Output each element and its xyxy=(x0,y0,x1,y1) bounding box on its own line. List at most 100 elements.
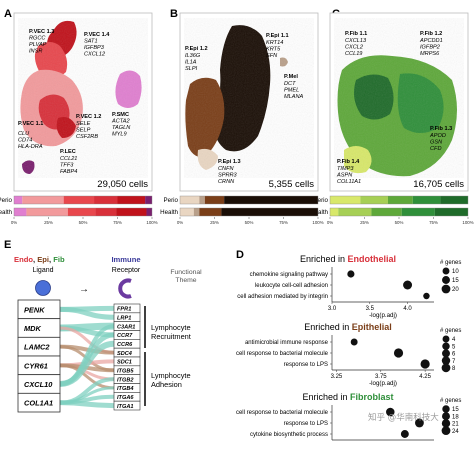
bar-seg-a-health-1 xyxy=(26,208,68,216)
bar-label-perio-a: Perio xyxy=(0,197,13,204)
label-fib14: P.Fib 1.4 xyxy=(337,159,360,165)
term-1-2: response to LPS xyxy=(284,362,328,368)
gene-smc-2: TAGLN xyxy=(112,125,131,131)
theme-adhesion-line1: Lymphocyte xyxy=(151,371,191,380)
subplot-title-0: Enriched in Endothelial xyxy=(300,254,396,264)
gene-fib12-2: IGFBP2 xyxy=(420,45,441,51)
dot-2-0 xyxy=(386,407,395,417)
legend-label-2-0: 15 xyxy=(452,407,459,413)
receptor-sdc1: SDC1 xyxy=(117,360,132,366)
legend-label-0-0: 10 xyxy=(452,269,459,275)
gene-fib14-1: TIMP3 xyxy=(337,166,354,172)
legend-dot-2-2 xyxy=(441,419,451,428)
receptor-itga6: ITGA6 xyxy=(117,395,134,401)
gene-fib13-2: GSN xyxy=(430,140,443,146)
gene-vec12-1: SELE xyxy=(76,121,91,127)
ligand-penk: PENK xyxy=(24,305,45,314)
ligand-source-header: Endo, Epi, Fib xyxy=(14,255,65,264)
gene-epi13-1: CNFN xyxy=(218,166,234,172)
gene-vec11-3: HLA-DRA xyxy=(18,144,43,150)
dot-1-0 xyxy=(350,338,358,346)
ligand-label: Ligand xyxy=(32,267,53,274)
bar-label-health-b: Health xyxy=(160,209,178,216)
subplot-title-cell-1: Epithelial xyxy=(352,322,392,332)
bar-outline-b-perio xyxy=(179,195,319,205)
bar-ticklabel-a-4: 100% xyxy=(146,220,157,225)
term-0-0: chemokine signaling pathway xyxy=(250,272,328,278)
bar-ticklabel-a-3: 75% xyxy=(113,220,122,225)
bar-seg-a-health-3 xyxy=(95,208,117,216)
dot-1-1 xyxy=(393,348,404,358)
gene-vec14-3: CXCL12 xyxy=(84,52,106,58)
receptor-itgb4: ITGB4 xyxy=(117,386,134,392)
cell-count-a: 29,050 cells xyxy=(97,179,148,190)
theme-recruitment-line2: Recruitment xyxy=(151,332,191,341)
panel-e: E Endo, Epi, Fib Ligand → Immune Recepto… xyxy=(4,239,202,413)
gene-smc-3: MYL9 xyxy=(112,132,127,138)
label-mel: P.Mel xyxy=(284,74,298,80)
subplot-title-cell-2: Fibroblast xyxy=(350,392,394,402)
term-1-0: antimicrobial immune response xyxy=(245,340,329,346)
label-fib13: P.Fib 1.3 xyxy=(430,126,452,132)
bar-seg-b-perio-2 xyxy=(204,196,225,204)
functional-theme-line2: Theme xyxy=(175,277,196,284)
gene-epi11-3: SFN xyxy=(266,53,278,59)
bar-ticklabel-a-2: 50% xyxy=(79,220,88,225)
gene-vec11-2: CD74 xyxy=(18,138,32,144)
gene-vec14-1: SAT1 xyxy=(84,39,98,45)
ligand-circle-icon xyxy=(35,280,51,296)
legend-label-0-2: 20 xyxy=(452,287,459,293)
label-vec13: P.VEC 1.3 xyxy=(29,29,54,35)
cell-count-b: 5,355 cells xyxy=(269,179,315,190)
gene-fib12-1: APCDD1 xyxy=(419,38,443,44)
bar-seg-b-health-2 xyxy=(199,208,222,216)
panel-letter-e: E xyxy=(4,239,11,251)
umap-cloud-c xyxy=(334,18,464,178)
bar-seg-a-perio-2 xyxy=(63,196,95,204)
bar-ticklabel-b-3: 75% xyxy=(279,220,288,225)
x-ticklabel-1-1: 3.75 xyxy=(375,374,387,380)
legend-label-1-4: 8 xyxy=(452,366,456,372)
bar-seg-c-health-3 xyxy=(401,208,435,216)
legend-label-1-2: 6 xyxy=(452,352,456,358)
bar-seg-a-perio-0 xyxy=(14,196,23,204)
legend-title-2: # genes xyxy=(440,398,461,404)
dot-2-2 xyxy=(400,430,409,438)
gene-fib11-3: CCL19 xyxy=(345,51,362,57)
legend-dot-1-0 xyxy=(442,335,450,343)
dot-0-2 xyxy=(423,292,430,300)
functional-theme-line1: Functional xyxy=(170,269,202,276)
legend-label-2-2: 21 xyxy=(452,422,459,428)
subplot-title-prefix-2: Enriched in xyxy=(302,392,350,402)
umap-texture-a xyxy=(18,18,148,178)
header-epi: Epi xyxy=(37,255,49,264)
bar-seg-c-health-2 xyxy=(371,208,402,216)
bar-seg-c-perio-0 xyxy=(330,196,361,204)
legend-dot-0-1 xyxy=(442,276,450,284)
gene-epi12-3: SLPI xyxy=(185,66,198,72)
receptor-box-itga1 xyxy=(113,400,141,411)
umap-texture-b xyxy=(184,18,314,178)
panel-c: C P.Fib 1.1 CXCL13 CXCL2 CCL19 P.Fib 1.2… xyxy=(329,8,469,192)
bar-seg-a-perio-3 xyxy=(94,196,118,204)
gene-lec-2: TFF3 xyxy=(60,163,74,169)
bar-ticklabel-c-1: 25% xyxy=(360,220,369,225)
label-epi13: P.Epi 1.3 xyxy=(218,159,241,165)
gene-mel-3: MLANA xyxy=(284,94,304,100)
legend-dot-1-2 xyxy=(442,349,450,358)
bar-ticklabel-b-2: 50% xyxy=(245,220,254,225)
legend-dot-0-2 xyxy=(441,284,451,294)
bar-seg-a-health-2 xyxy=(67,208,96,216)
x-ticklabel-1-2: 4.25 xyxy=(419,374,431,380)
bar-label-perio-b: Perio xyxy=(164,197,179,204)
bar-label-health-a: Health xyxy=(0,209,13,216)
bar-seg-b-perio-3 xyxy=(224,196,318,204)
gene-epi13-3: CRNN xyxy=(218,179,235,185)
gene-fib11-2: CXCL2 xyxy=(345,45,364,51)
legend-label-1-0: 4 xyxy=(452,337,456,343)
bar-outline-c-health xyxy=(329,207,469,217)
receptor-fpr1: FPR1 xyxy=(117,307,131,313)
bar-seg-a-perio-4 xyxy=(117,196,146,204)
umap-texture-c xyxy=(334,18,464,178)
gene-fib14-2: ASPN xyxy=(336,173,353,179)
